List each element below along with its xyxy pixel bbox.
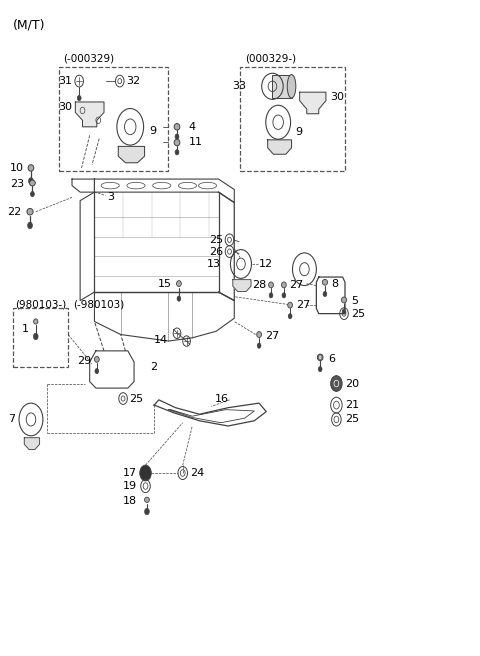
Text: 10: 10 [10,163,24,173]
Text: 12: 12 [259,259,273,269]
Ellipse shape [174,139,180,146]
Text: 25: 25 [351,308,365,319]
Text: 1: 1 [22,324,29,335]
Text: 23: 23 [10,179,24,190]
Circle shape [288,314,292,319]
Circle shape [318,367,322,372]
Text: 11: 11 [189,138,203,148]
Text: 20: 20 [345,379,359,388]
Polygon shape [300,92,326,113]
Text: 13: 13 [207,259,221,269]
Text: 30: 30 [330,92,344,102]
Text: 33: 33 [232,81,246,91]
Text: 25: 25 [129,394,144,403]
Text: 21: 21 [345,400,359,410]
Text: 14: 14 [153,335,168,345]
Circle shape [177,296,181,301]
Text: 32: 32 [126,76,141,86]
Circle shape [140,465,151,481]
Text: (000329-): (000329-) [245,53,296,64]
Text: 19: 19 [123,481,137,491]
Text: 16: 16 [215,394,228,403]
Text: 15: 15 [158,279,172,289]
Text: 22: 22 [7,207,22,216]
Ellipse shape [27,209,33,215]
Text: 24: 24 [190,468,204,478]
Ellipse shape [341,297,347,303]
Text: (-000329): (-000329) [63,53,115,64]
Ellipse shape [257,331,262,337]
Ellipse shape [269,282,274,288]
Text: 17: 17 [123,468,137,478]
Ellipse shape [30,180,35,186]
Text: 27: 27 [265,331,279,341]
Text: 7: 7 [8,415,15,424]
Circle shape [257,343,261,348]
Circle shape [342,309,346,314]
Text: 8: 8 [332,279,339,289]
Text: (M/T): (M/T) [13,18,46,31]
Circle shape [269,293,273,298]
Text: 27: 27 [289,280,303,290]
Circle shape [323,291,327,297]
Ellipse shape [323,279,327,285]
Text: (980103-): (980103-) [15,300,66,310]
Ellipse shape [95,356,99,362]
Text: 6: 6 [328,354,336,364]
Text: 2: 2 [150,362,157,372]
Text: (-980103): (-980103) [73,300,124,310]
Text: 4: 4 [189,122,195,132]
Polygon shape [268,140,291,154]
Text: 26: 26 [209,247,223,256]
Circle shape [331,376,342,392]
Polygon shape [24,438,39,449]
Text: 9: 9 [149,126,156,136]
Circle shape [175,134,179,139]
Circle shape [95,369,99,374]
Ellipse shape [281,282,286,288]
Ellipse shape [144,497,149,502]
Polygon shape [75,102,104,127]
Bar [273,75,291,98]
Circle shape [175,150,179,155]
Text: 31: 31 [58,76,72,86]
Ellipse shape [177,281,181,287]
Ellipse shape [34,319,38,324]
Ellipse shape [174,123,180,130]
Polygon shape [118,146,144,163]
Circle shape [77,96,81,100]
Text: 30: 30 [58,102,72,112]
Circle shape [29,178,34,184]
Circle shape [144,508,149,515]
Ellipse shape [28,165,34,171]
Circle shape [34,333,38,340]
Text: 25: 25 [345,415,359,424]
Text: 9: 9 [295,127,302,137]
Text: 28: 28 [252,280,266,290]
Text: 18: 18 [123,496,137,506]
Ellipse shape [287,75,296,98]
Text: 5: 5 [351,296,358,306]
Text: 29: 29 [77,356,91,365]
Circle shape [31,192,34,197]
Circle shape [282,293,286,298]
Text: 3: 3 [108,192,114,202]
Text: 25: 25 [209,235,223,245]
Ellipse shape [317,354,323,361]
Ellipse shape [288,302,292,308]
Circle shape [28,222,33,229]
Polygon shape [233,279,251,291]
Text: 27: 27 [296,300,311,310]
